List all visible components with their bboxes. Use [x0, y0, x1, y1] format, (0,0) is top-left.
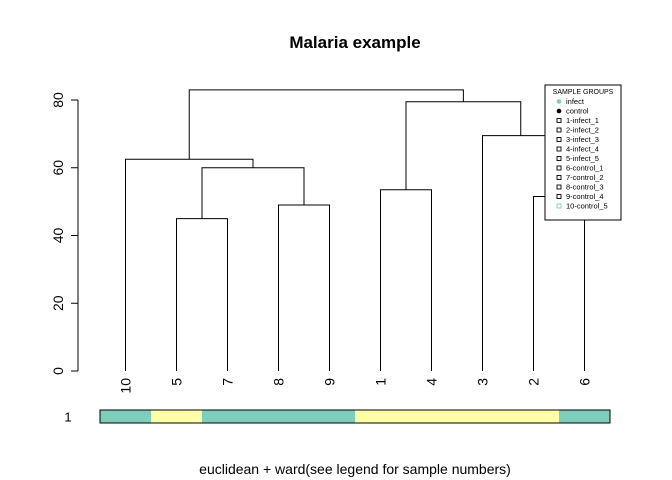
legend-entry-label: 7-control_2 — [566, 173, 604, 182]
color-bar-cell — [304, 410, 355, 423]
y-tick-label: 60 — [50, 160, 66, 176]
color-bar-cell — [559, 410, 610, 423]
color-bar-cell — [406, 410, 457, 423]
legend-marker — [556, 165, 562, 171]
dendrogram-branch — [278, 204, 330, 371]
legend-marker — [556, 156, 562, 161]
legend-marker — [556, 99, 562, 104]
legend: SAMPLE GROUPSinfectcontrol1-infect_12-in… — [544, 84, 622, 221]
chart-title: Malaria example — [289, 33, 420, 52]
legend-entry-label: 9-control_4 — [566, 192, 604, 201]
legend-entry-label: 8-control_3 — [566, 183, 604, 192]
color-bar-cell — [151, 410, 202, 423]
y-tick-label: 80 — [50, 92, 66, 108]
color-bar-cell — [100, 410, 151, 423]
leaf-label: 10 — [118, 378, 134, 394]
legend-marker — [556, 118, 562, 123]
color-bar-cell — [253, 410, 304, 423]
legend-marker — [556, 108, 562, 114]
legend-marker — [556, 175, 562, 180]
legend-marker — [556, 184, 562, 190]
color-bar-border — [99, 409, 611, 424]
y-tick-label: 40 — [50, 228, 66, 244]
legend-entry-label: 10-control_5 — [566, 202, 608, 211]
dendrogram-branch — [201, 167, 305, 219]
legend-marker — [556, 146, 562, 152]
leaf-label: 4 — [424, 378, 440, 386]
leaf-label: 1 — [373, 378, 389, 386]
x-axis-label: euclidean + ward(see legend for sample n… — [199, 461, 511, 477]
leaf-label: 3 — [475, 378, 491, 386]
dendrogram-branch — [533, 196, 585, 371]
legend-entry-label: 6-control_1 — [566, 164, 604, 173]
sample-color-bar: 1 — [64, 409, 611, 425]
legend-marker — [556, 127, 562, 133]
color-bar-row-label: 1 — [64, 410, 71, 425]
color-bar-cell — [202, 410, 253, 423]
legend-entry-label: 3-infect_3 — [566, 135, 599, 144]
legend-entry-label: infect — [566, 97, 585, 106]
dendrogram-branch — [188, 89, 464, 160]
legend-marker — [556, 194, 562, 199]
y-axis: 0 20 40 60 80 — [50, 92, 79, 375]
color-bar-cell — [355, 410, 406, 423]
legend-entry-label: 2-infect_2 — [566, 126, 599, 135]
leaf-label: 7 — [220, 378, 236, 386]
legend-entry-label: 5-infect_5 — [566, 154, 599, 163]
leaf-label: 9 — [322, 378, 338, 386]
leaf-label: 8 — [271, 378, 287, 386]
dendrogram-tree — [125, 89, 585, 371]
legend-entry-label: control — [566, 107, 589, 116]
legend-box — [544, 84, 622, 221]
legend-entry-label: 4-infect_4 — [566, 145, 599, 154]
legend-marker — [556, 203, 562, 209]
y-tick-label: 0 — [50, 367, 66, 375]
leaf-label: 5 — [169, 378, 185, 386]
dendrogram-branch — [380, 189, 432, 371]
color-bar-cell — [508, 410, 559, 423]
y-tick-label: 20 — [50, 295, 66, 311]
legend-entry-label: 1-infect_1 — [566, 116, 599, 125]
dendrogram-branch — [125, 158, 254, 371]
dendrogram-branch — [405, 101, 522, 190]
legend-title: SAMPLE GROUPS — [553, 89, 614, 96]
dendrogram-branch — [176, 218, 228, 371]
leaf-label: 6 — [577, 378, 593, 386]
legend-marker — [556, 137, 562, 142]
leaf-labels: 10 5 7 8 9 1 4 3 2 6 — [118, 378, 593, 394]
color-bar-cell — [457, 410, 508, 423]
leaf-label: 2 — [526, 378, 542, 386]
